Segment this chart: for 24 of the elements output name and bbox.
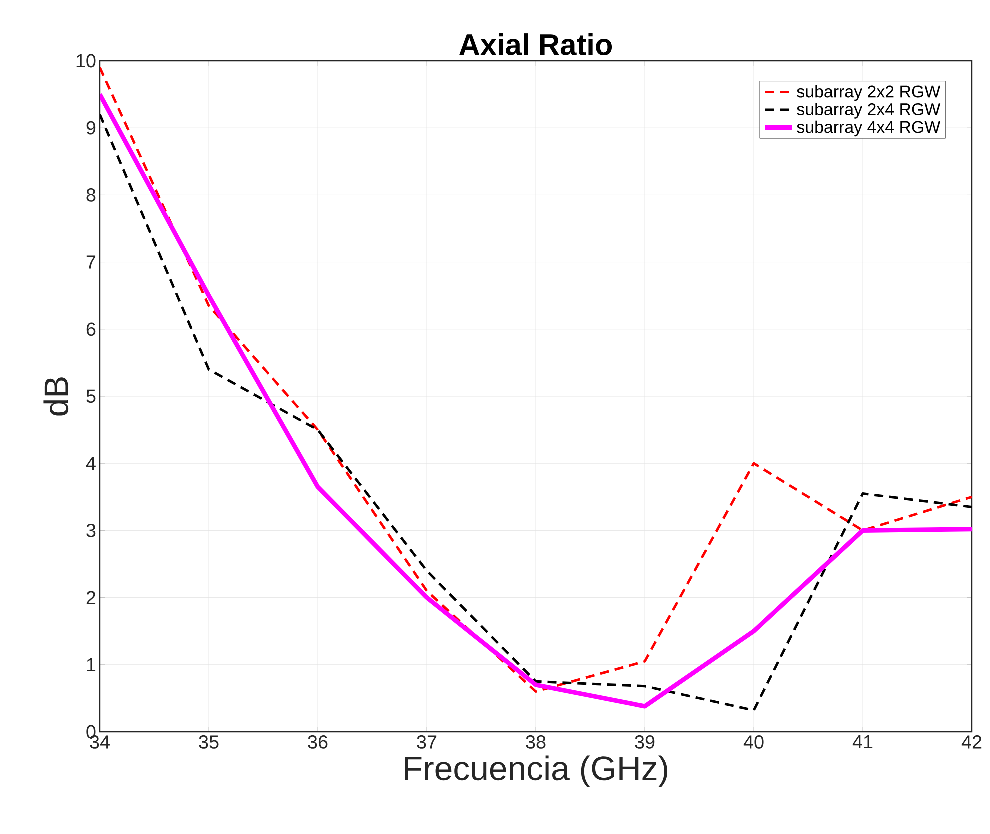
x-tick-label: 42 [962, 736, 982, 749]
legend-label: subarray 2x2 RGW [797, 85, 941, 102]
x-tick-label: 35 [199, 736, 219, 749]
y-tick-label: 3 [86, 524, 96, 538]
y-tick-label: 7 [86, 256, 96, 269]
y-tick-label: 4 [86, 457, 96, 470]
y-tick-label: 10 [76, 54, 96, 68]
x-tick-label: 41 [852, 736, 873, 749]
x-tick-label: 36 [308, 736, 328, 749]
y-tick-label: 5 [86, 390, 96, 404]
y-tick-label: 2 [86, 591, 96, 604]
y-tick-label: 8 [86, 188, 96, 202]
y-tick-label: 6 [86, 322, 96, 336]
x-tick-label: 39 [635, 736, 655, 749]
x-tick-label: 37 [417, 736, 437, 749]
x-tick-label: 38 [526, 736, 546, 749]
x-axis-title: Frecuencia (GHz) [405, 756, 668, 788]
x-tick-label: 40 [744, 736, 764, 749]
legend-label: subarray 2x4 RGW [797, 103, 941, 119]
y-tick-label: 1 [87, 658, 96, 672]
legend-label: subarray 4x4 RGW [797, 120, 941, 137]
y-axis-title: dB [44, 378, 69, 416]
y-tick-label: 9 [86, 121, 96, 135]
chart-title: Axial Ratio [460, 34, 612, 56]
